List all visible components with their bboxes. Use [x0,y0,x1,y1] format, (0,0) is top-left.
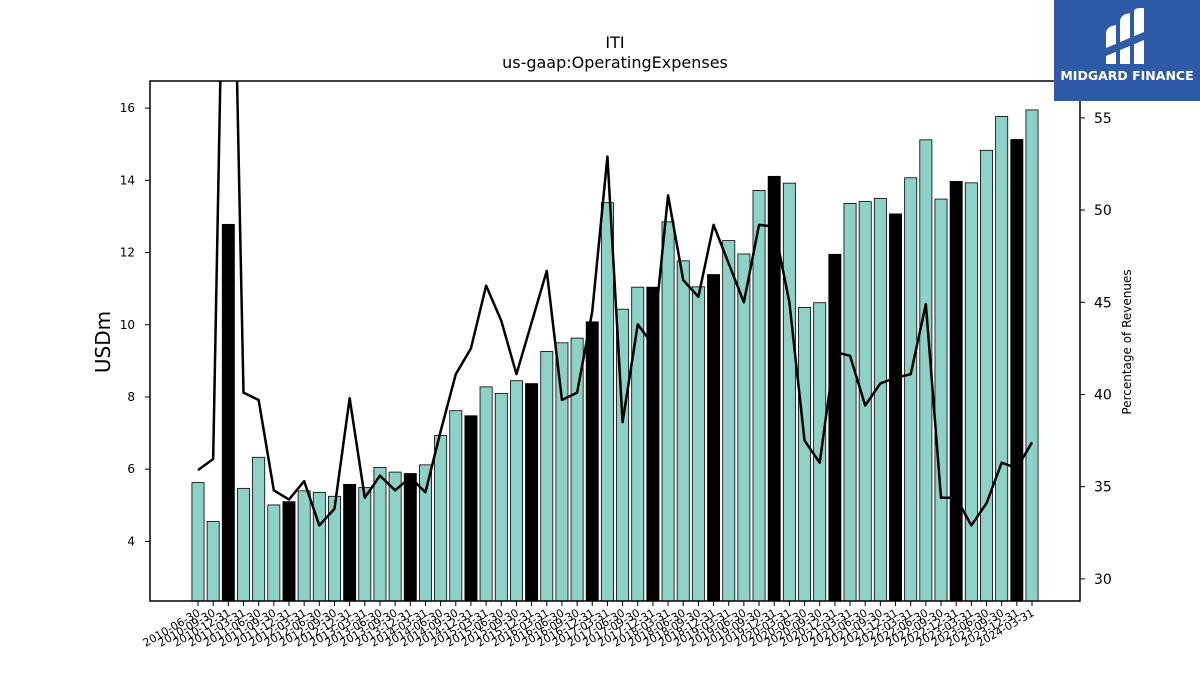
bar-2018-12-31 [707,274,721,602]
bar-2022-09-30 [934,198,948,602]
bar-2018-06-30 [676,260,690,602]
bar-2014-09-30 [449,410,463,602]
bar-2021-12-31 [889,213,902,602]
y2-tick-label: 50 [1094,203,1112,219]
bar-2020-06-30 [798,307,812,602]
bar-2022-03-31 [904,177,918,602]
bar-2011-12-31 [282,501,296,602]
bar-2012-03-31 [297,490,311,602]
bar-2023-09-30 [995,115,1009,602]
bar-2023-12-31 [1010,139,1024,602]
chart-subtitle: us-gaap:OperatingExpenses [502,53,728,72]
bar-2018-09-30 [691,286,705,602]
bar-2019-12-31 [767,175,781,602]
bars-group [191,109,1039,602]
plot-frame [149,80,1081,602]
bar-2010-09-30 [206,521,220,602]
y-axis-label: USDm [91,311,115,373]
brand-logo: MIDGARD FINANCE [1054,0,1200,101]
bar-2016-12-31 [585,321,599,602]
bar-2013-12-31 [403,473,417,602]
y2-axis-label: Percentage of Revenues [1120,269,1134,414]
bar-2016-03-31 [540,351,554,602]
bar-2013-06-30 [373,466,387,602]
bar-2017-03-31 [600,202,614,602]
bar-2012-12-31 [343,483,357,602]
bar-2015-06-30 [494,392,508,602]
bar-2023-03-31 [964,182,978,602]
bar-2014-03-31 [418,464,432,602]
bar-2021-09-30 [873,197,887,602]
bar-2020-03-31 [782,182,796,602]
bar-2014-12-31 [464,415,478,602]
bar-2010-06-30 [191,482,205,602]
y-tick-label: 12 [120,246,135,260]
bar-2015-09-30 [509,380,523,602]
bar-2015-03-31 [479,386,493,602]
y-tick-label: 16 [120,101,135,115]
bar-2019-06-30 [737,253,751,602]
bar-2016-09-30 [570,337,584,602]
y-tick-label: 10 [120,318,135,332]
bar-2023-06-30 [980,149,993,602]
line-series-group [197,81,1034,527]
y-tick-label: 8 [127,390,135,404]
y2-tick-label: 40 [1094,387,1112,403]
bar-2011-06-30 [252,456,266,602]
bar-2011-03-31 [237,487,250,602]
bar-2018-03-31 [661,221,675,602]
y2-tick-label: 55 [1094,111,1112,127]
y-tick-label: 4 [127,534,135,548]
y-axis: 4 6 8 10 12 14 16 [120,101,150,548]
bar-2010-12-31 [221,223,235,602]
x-axis: 2010-06-302010-09-302010-12-312011-03-31… [141,601,1037,650]
bar-2011-09-30 [267,504,281,602]
brand-mark-icon [1106,8,1144,64]
line-percentage-of-revenues [197,81,1034,527]
y2-tick-label: 45 [1094,295,1112,311]
bar-2012-06-30 [312,491,326,602]
bar-2019-03-31 [722,240,736,602]
y2-tick-label: 30 [1094,572,1112,588]
y2-tick-label: 35 [1094,480,1112,496]
y-tick-label: 6 [127,462,135,476]
bar-2021-03-31 [843,203,857,602]
bar-2015-12-31 [525,383,539,602]
bar-2024-03-31 [1025,109,1039,602]
bar-2013-03-31 [358,487,372,602]
bar-2022-12-31 [949,180,963,602]
brand-name: MIDGARD FINANCE [1060,68,1194,83]
bar-2017-09-30 [631,286,645,602]
bar-2016-06-30 [555,342,569,602]
chart-title: ITI [605,33,624,52]
bar-2020-09-30 [813,302,827,602]
bar-2014-06-30 [434,435,448,602]
y2-axis: 30 35 40 45 50 55 [1080,111,1112,588]
bar-2020-12-31 [828,253,842,602]
y-tick-label: 14 [120,173,135,187]
